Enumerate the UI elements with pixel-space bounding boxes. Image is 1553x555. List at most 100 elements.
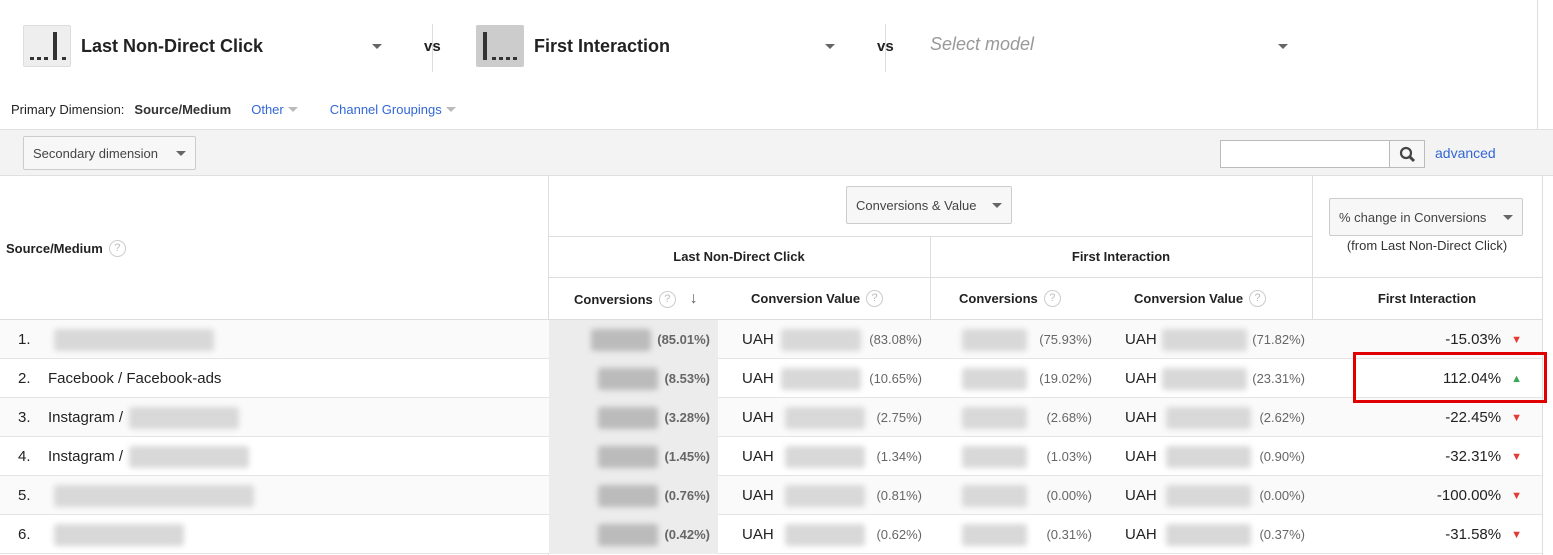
currency: UAH [742,370,774,387]
redacted-value [591,328,652,351]
redacted-value [129,406,240,429]
column-header-conversion-value[interactable]: Conversion Value? [1134,290,1267,307]
redacted-value [598,523,659,546]
value-share: (2.62%) [1259,410,1305,425]
currency: UAH [1125,526,1157,543]
arrow-down-icon: ▼ [1511,450,1522,463]
table-row: 5. (0.76%) UAH (0.81%) (0.00%) UAH (0.00%)… [0,476,1542,515]
percent-change: 112.04% [1443,370,1502,387]
column-header-conversions[interactable]: Conversions? ↓ [574,290,698,308]
row-number: 1. [18,331,31,348]
redacted-value [962,367,1027,390]
dimension-other[interactable]: Other [251,102,284,117]
row-number: 3. [18,409,31,426]
header-label: Conversion Value [751,291,861,306]
secondary-dimension-button[interactable]: Secondary dimension [23,136,196,170]
conversions-share: (1.45%) [664,449,710,464]
chevron-down-icon[interactable] [1278,44,1288,49]
table-toolbar: Secondary dimension advanced [0,129,1553,176]
currency: UAH [1125,487,1157,504]
currency: UAH [742,409,774,426]
last-non-direct-click-model-icon [23,25,71,67]
value-share: (0.90%) [1259,449,1305,464]
row-number: 6. [18,526,31,543]
source-medium-link[interactable]: Facebook / Facebook-ads [48,359,221,398]
currency: UAH [742,487,774,504]
conversions-share: (0.76%) [664,488,710,503]
highlight-box [1353,352,1547,403]
model-name: First Interaction [534,35,671,56]
group-header-first-interaction: First Interaction [1071,249,1171,264]
conversions-share: (0.00%) [1046,488,1092,503]
currency: UAH [1125,331,1157,348]
percent-change: -31.58% [1445,526,1502,543]
redacted-value [598,367,659,390]
arrow-down-icon: ▼ [1511,411,1522,424]
primary-dimension-label: Primary Dimension: [11,102,125,117]
currency: UAH [742,448,774,465]
conversions-share: (19.02%) [1039,371,1092,386]
arrow-down-icon: ▼ [1511,528,1522,541]
redacted-value [785,406,866,429]
redacted-value [1165,484,1251,507]
source-medium-link[interactable] [48,515,184,554]
redacted-value [598,445,659,468]
select-model-placeholder[interactable]: Select model [930,34,1035,54]
value-share: (0.81%) [876,488,922,503]
chevron-down-icon[interactable] [372,44,382,49]
change-metric-select[interactable]: % change in Conversions [1329,198,1523,236]
conversions-share: (75.93%) [1039,332,1092,347]
value-share: (0.37%) [1259,527,1305,542]
row-number: 4. [18,448,31,465]
value-share: (23.31%) [1252,371,1305,386]
search-icon [1399,146,1416,163]
conversions-share: (0.31%) [1046,527,1092,542]
chevron-down-icon [176,150,186,156]
column-header-source-medium[interactable]: Source/Medium? [6,240,126,257]
source-medium-link[interactable] [48,476,254,515]
sort-descending-icon[interactable]: ↓ [689,290,698,307]
model-select-2[interactable]: First Interaction [476,25,670,67]
redacted-value [1165,523,1251,546]
help-icon[interactable]: ? [658,290,676,308]
redacted-value [962,445,1027,468]
redacted-value [781,367,862,390]
source-medium-link[interactable]: Instagram / [48,398,240,437]
advanced-link[interactable]: advanced [1435,145,1496,161]
search-button[interactable] [1389,140,1425,168]
secondary-dimension-label: Secondary dimension [33,145,159,161]
model-select-1[interactable]: Last Non-Direct Click [23,25,263,67]
header-label: Conversions [574,291,653,307]
value-share: (0.00%) [1259,488,1305,503]
help-icon[interactable]: ? [1249,290,1267,307]
value-share: (83.08%) [869,332,922,347]
search-input[interactable] [1220,140,1390,168]
header-label: Source/Medium [6,241,103,256]
conversions-share: (8.53%) [664,371,710,386]
percent-change: -15.03% [1445,331,1502,348]
column-header-conversions[interactable]: Conversions? [959,290,1061,307]
source-medium-link[interactable]: Instagram / [48,437,250,476]
help-icon[interactable]: ? [1043,290,1061,307]
header-label: Conversions [959,291,1038,306]
source-medium-link[interactable] [48,320,214,359]
metric-group-label: Conversions & Value [856,197,977,213]
column-header-conversion-value[interactable]: Conversion Value? [751,290,884,307]
chevron-down-icon[interactable] [825,44,835,49]
redacted-value [598,484,659,507]
redacted-value [785,484,866,507]
conversions-share: (3.28%) [664,410,710,425]
currency: UAH [1125,409,1157,426]
metric-group-select[interactable]: Conversions & Value [846,186,1012,224]
redacted-value [962,523,1027,546]
arrow-up-icon: ▲ [1511,372,1522,385]
help-icon[interactable]: ? [108,240,126,257]
source-medium-text: Instagram / [48,448,124,465]
help-icon[interactable]: ? [866,290,884,307]
dimension-channel-groupings[interactable]: Channel Groupings [329,102,442,117]
redacted-value [781,328,862,351]
dimension-source-medium[interactable]: Source/Medium [134,102,232,117]
value-share: (10.65%) [869,371,922,386]
conversions-share: (1.03%) [1046,449,1092,464]
percent-change: -22.45% [1445,409,1502,426]
